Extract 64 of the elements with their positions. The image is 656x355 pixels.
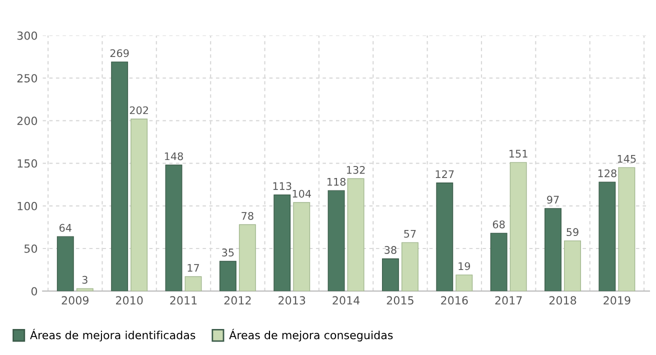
bar [76,288,94,292]
x-tick-label: 2016 [441,296,468,305]
data-label: 132 [346,166,365,174]
data-label: 38 [384,246,396,254]
data-label: 17 [188,264,199,272]
x-tick-label: 2014 [332,296,360,305]
y-tick-label: 200 [17,116,38,126]
bar [238,224,256,292]
bar [130,118,148,292]
data-label: 97 [547,196,559,204]
data-label: 202 [130,106,148,114]
legend-label: Áreas de mejora conseguidas [229,328,393,342]
bar [219,260,236,292]
bar [436,182,454,292]
data-label: 3 [82,276,88,284]
x-tick-label: 2012 [224,296,251,305]
data-label: 128 [598,169,616,178]
bar [510,162,527,292]
bar [490,232,508,292]
x-tick-label: 2018 [549,296,576,305]
bar [401,242,418,292]
data-label: 113 [273,182,292,190]
data-label: 78 [242,212,254,220]
y-tick-label: 0 [31,287,38,296]
data-label: 104 [292,190,311,198]
y-tick-label: 50 [24,244,38,253]
x-tick-label: 2010 [116,296,143,305]
legend-label: Áreas de mejora identificadas [30,328,196,342]
data-label: 118 [327,178,346,186]
x-tick-label: 2017 [495,296,522,305]
data-label: 151 [510,150,528,158]
data-label: 57 [404,230,416,238]
data-label: 127 [436,170,454,178]
x-tick-label: 2013 [278,296,306,305]
bar [274,194,291,292]
x-tick-label: 2011 [170,296,197,305]
bar [328,190,345,292]
data-label: 35 [222,248,234,256]
data-label: 64 [59,224,72,232]
bar [544,208,562,292]
y-tick-label: 100 [18,202,38,210]
x-tick-label: 2015 [386,296,414,305]
data-label: 68 [492,220,505,228]
bar [598,182,616,292]
data-label: 59 [566,228,578,236]
y-tick-label: 300 [17,31,38,40]
bar [184,276,202,292]
data-label: 145 [618,155,636,163]
bar [56,236,74,292]
bar [347,178,364,292]
data-label: 148 [164,152,183,160]
data-label: 19 [458,262,470,270]
bar [456,274,473,292]
x-tick-label: 2009 [62,296,89,305]
y-tick-label: 150 [18,159,38,168]
bar [382,258,399,292]
y-tick-label: 250 [17,74,38,82]
x-tick-label: 2019 [604,296,630,305]
bar [165,164,182,292]
bar [618,167,636,292]
bar [564,240,581,292]
bar [293,202,310,292]
data-label: 269 [110,49,129,58]
bar [111,62,128,292]
